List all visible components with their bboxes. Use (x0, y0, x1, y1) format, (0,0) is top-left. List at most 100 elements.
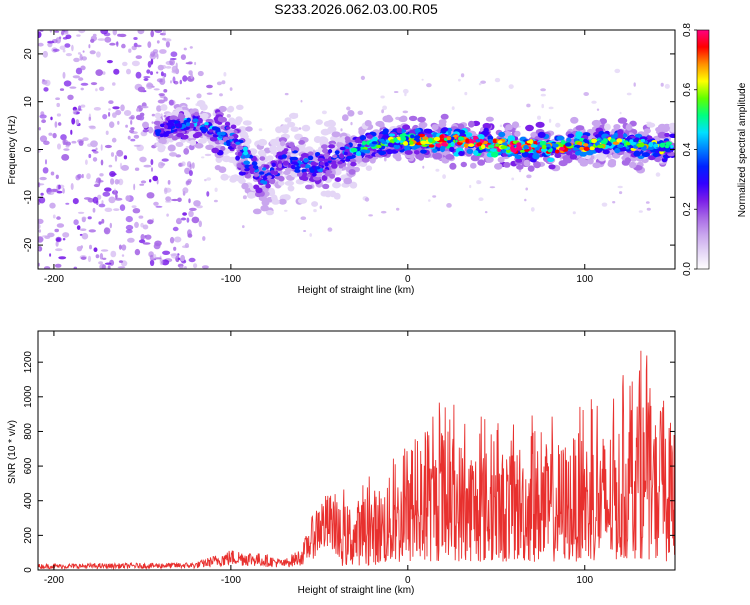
spectrogram-noise-blob (54, 263, 62, 268)
spectrogram-ridge-blob (579, 146, 585, 151)
spectrogram-ridge-blob (511, 121, 520, 129)
spectrogram-faint-blob (206, 177, 212, 181)
spectrogram-ridge-blob (489, 148, 497, 152)
spectrogram-ridge-blob (525, 124, 534, 132)
spectrogram-noise-blob (173, 246, 177, 251)
spectrogram-noise-blob (186, 217, 190, 223)
spectrogram-ridge-blob (382, 134, 391, 139)
spectrogram-ridge-blob (616, 138, 623, 143)
figure-title: S233.2026.062.03.00.R05 (274, 1, 438, 17)
spectrogram-ridge-blob (516, 145, 522, 151)
spectrogram-ridge-blob (469, 138, 474, 143)
spectrogram-noise-blob (65, 53, 72, 57)
spectrogram-ridge-blob (331, 163, 338, 169)
spectrogram-noise-blob (73, 219, 79, 226)
spectrogram-ridge-blob (205, 144, 215, 150)
spectrogram-ridge-blob (271, 162, 276, 168)
spectrogram-noise-blob (140, 234, 145, 241)
spectrogram-faint-blob (284, 209, 288, 212)
spectrogram-faint-blob (645, 201, 650, 204)
spectrogram-noise-blob (87, 143, 93, 147)
spectrogram-noise-blob (118, 244, 122, 250)
spectrogram-noise-blob (153, 242, 161, 250)
spectrogram-ridge-blob (572, 147, 578, 151)
spectrogram-faint-blob (484, 211, 488, 214)
spectrogram-noise-blob (99, 86, 105, 92)
spectrogram-noise-blob (93, 247, 98, 252)
spectrogram-ridge-blob (647, 146, 655, 151)
spectrogram-noise-blob (138, 215, 144, 219)
spectrogram-ridge-blob (378, 122, 385, 128)
spectrogram-faint-blob (451, 106, 455, 110)
spectrogram-ridge-blob (331, 160, 337, 165)
spectrogram-ridge-blob (225, 126, 231, 130)
spectrogram-ridge-blob (339, 146, 346, 151)
spectrogram-noise-blob (42, 167, 49, 174)
spectrogram-x-ticks: -200 -100 0 100 (44, 30, 594, 285)
spectrogram-noise-blob (67, 94, 74, 101)
spectrogram-noise-blob (80, 82, 89, 86)
spectrogram-noise-blob (89, 50, 96, 55)
spectrogram-ridge-blob (361, 140, 367, 146)
spectrogram-ridge-blob (602, 149, 610, 155)
spectrogram-noise-blob (73, 57, 80, 63)
spectrogram-ridge-blob (209, 128, 214, 133)
spectrogram-faint-blob (537, 115, 541, 120)
spectrogram-noise-blob (104, 187, 112, 192)
spectrogram-ridge-blob (404, 150, 413, 155)
spectrogram-faint-blob (591, 100, 597, 104)
spectrogram-noise-blob (118, 260, 124, 263)
spectrogram-noise-blob (134, 167, 140, 171)
spectrogram-noise-blob (90, 82, 98, 86)
spectrogram-ridge-blob (324, 162, 329, 167)
spectrogram-ridge-blob (239, 131, 249, 138)
spectrogram-faint-blob (364, 197, 370, 202)
spectrogram-ridge-blob (230, 124, 237, 130)
spectrogram-noise-blob (78, 77, 84, 81)
spectrogram-noise-blob (150, 159, 154, 166)
spectrogram-ridge-blob (328, 120, 336, 127)
spectrogram-ridge-blob (298, 140, 305, 145)
spectrogram-ridge-blob (307, 155, 314, 161)
spectrogram-ridge-blob (537, 131, 546, 138)
spectrogram-ridge-blob (652, 152, 660, 158)
spectrogram-noise-blob (147, 126, 154, 134)
spectrogram-faint-blob (432, 195, 437, 198)
spectrogram-ridge-blob (446, 136, 452, 141)
spectrogram-noise-blob (45, 159, 47, 165)
spectrogram-noise-blob (39, 135, 48, 143)
spectrogram-ridge-blob (334, 177, 342, 183)
spectrogram-ridge-blob (460, 161, 467, 168)
spectrogram-ridge-blob (566, 137, 572, 143)
spectrogram-noise-blob (54, 228, 59, 233)
spectrogram-ridge-blob (385, 114, 393, 122)
spectrogram-faint-blob (380, 95, 385, 99)
spectrogram-faint-blob (464, 91, 468, 96)
spectrogram-ridge-blob (449, 162, 457, 170)
spectrogram-ridge-blob (664, 132, 670, 138)
spectrogram-noise-blob (133, 37, 138, 40)
spectrogram-faint-blob (340, 128, 343, 132)
spectrogram-faint-blob (402, 110, 409, 114)
spectrogram-faint-blob (319, 205, 322, 210)
spectrogram-ridge-blob (297, 197, 308, 204)
spectrogram-noise-blob (38, 182, 41, 188)
spectrogram-noise-blob (93, 107, 101, 111)
spectrogram-ridge-blob (260, 205, 270, 212)
spectrogram-ridge-blob (242, 146, 248, 152)
spectrogram-ridge-blob (477, 159, 486, 166)
spectrogram-ridge-blob (441, 127, 449, 132)
spectrogram-ridge-blob (255, 187, 263, 194)
spectrogram-noise-blob (186, 161, 192, 168)
spectrogram-ridge-blob (422, 136, 429, 140)
spectrogram-ridge-blob (533, 161, 541, 169)
spectrogram-faint-blob (393, 91, 399, 93)
spectrogram-ridge-blob (468, 120, 475, 128)
spectrogram-ridge-blob (332, 181, 341, 189)
spectrogram-ridge-blob (552, 143, 559, 148)
spectrogram-ridge-blob (624, 157, 631, 164)
spectrogram-ridge-blob (381, 140, 387, 145)
spectrogram-noise-blob (108, 164, 113, 168)
spectrogram-ridge-blob (331, 131, 341, 138)
spectrogram-noise-blob (95, 254, 100, 259)
